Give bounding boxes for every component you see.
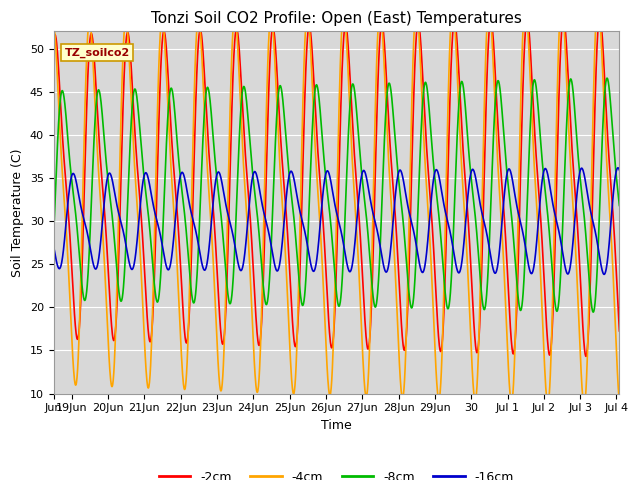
-2cm xyxy=(600,50,607,56)
-2cm xyxy=(600,55,607,61)
-4cm xyxy=(580,402,588,408)
-2cm xyxy=(50,39,58,45)
-8cm xyxy=(599,120,607,126)
-2cm xyxy=(616,328,623,334)
Title: Tonzi Soil CO2 Profile: Open (East) Temperatures: Tonzi Soil CO2 Profile: Open (East) Temp… xyxy=(151,11,522,26)
-4cm xyxy=(495,182,503,188)
-2cm xyxy=(495,142,503,147)
-16cm xyxy=(310,268,317,274)
Legend: -2cm, -4cm, -8cm, -16cm: -2cm, -4cm, -8cm, -16cm xyxy=(154,466,519,480)
-2cm xyxy=(582,353,590,359)
-4cm xyxy=(310,112,317,118)
-8cm xyxy=(310,102,317,108)
-8cm xyxy=(50,236,58,241)
-8cm xyxy=(603,75,611,81)
X-axis label: Time: Time xyxy=(321,419,352,432)
-16cm xyxy=(616,167,623,173)
-2cm xyxy=(596,13,604,19)
-16cm xyxy=(614,165,622,171)
-2cm xyxy=(325,317,333,323)
-4cm xyxy=(79,209,86,215)
Line: -2cm: -2cm xyxy=(54,16,620,356)
-16cm xyxy=(495,252,503,258)
-8cm xyxy=(325,201,333,206)
-4cm xyxy=(594,0,602,5)
Line: -16cm: -16cm xyxy=(54,168,620,275)
-8cm xyxy=(79,286,86,292)
-8cm xyxy=(589,309,597,315)
Line: -4cm: -4cm xyxy=(54,2,620,405)
-16cm xyxy=(600,272,608,277)
-4cm xyxy=(616,399,623,405)
-4cm xyxy=(600,91,607,96)
-16cm xyxy=(325,169,333,175)
Y-axis label: Soil Temperature (C): Soil Temperature (C) xyxy=(11,148,24,277)
-8cm xyxy=(616,203,623,208)
-4cm xyxy=(50,21,58,27)
-2cm xyxy=(79,253,86,259)
-4cm xyxy=(325,386,333,392)
-16cm xyxy=(599,270,607,276)
-16cm xyxy=(599,269,607,275)
-8cm xyxy=(600,114,607,120)
-16cm xyxy=(50,243,58,249)
-4cm xyxy=(600,84,607,90)
-16cm xyxy=(79,210,86,216)
Text: TZ_soilco2: TZ_soilco2 xyxy=(65,48,130,58)
-8cm xyxy=(495,80,503,86)
Line: -8cm: -8cm xyxy=(54,78,620,312)
-2cm xyxy=(310,75,317,81)
